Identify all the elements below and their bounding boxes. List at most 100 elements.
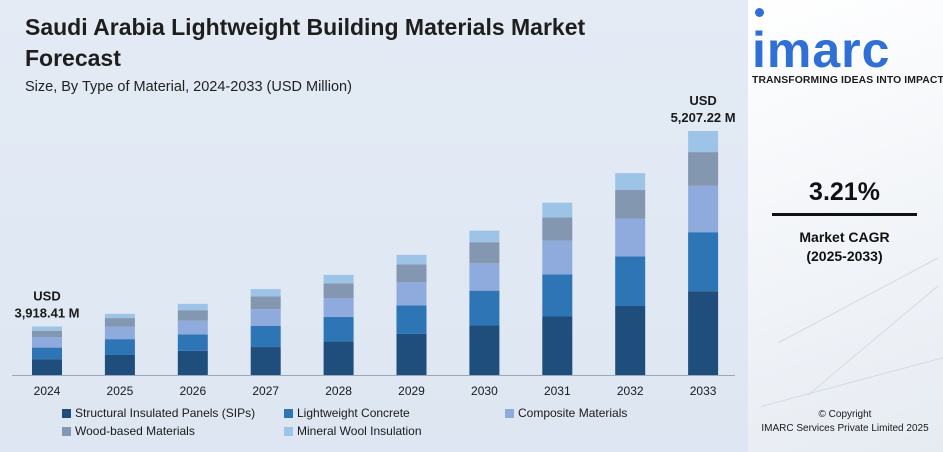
bar-segment-2025-s3 xyxy=(104,326,135,340)
bar-segment-2033-s1 xyxy=(688,291,719,375)
bar-segment-2026-s3 xyxy=(177,320,208,335)
bar-segment-2028-s3 xyxy=(323,298,354,318)
bar-segment-2027-s3 xyxy=(250,309,281,326)
bar-segment-2029-s2 xyxy=(396,305,427,334)
bar-segment-2030-s4 xyxy=(469,242,500,264)
bar-segment-2031-s2 xyxy=(542,274,573,317)
chart-title: Saudi Arabia Lightweight Building Materi… xyxy=(25,14,586,71)
legend-label: Wood-based Materials xyxy=(75,424,195,438)
bar-segment-2025-s5 xyxy=(104,313,135,319)
bar-segment-2027-s4 xyxy=(250,296,281,310)
end-value-label: 5,207.22 M xyxy=(671,110,736,125)
bar-segment-2028-s1 xyxy=(323,341,354,375)
bar-segment-2026-s5 xyxy=(177,303,208,311)
bar-segment-2032-s1 xyxy=(615,305,646,375)
bar-segment-2024-s3 xyxy=(32,337,62,348)
x-tick-label: 2031 xyxy=(544,384,571,398)
bar-segment-2025-s1 xyxy=(104,354,135,375)
legend-swatch xyxy=(505,408,514,418)
bar-segment-2024-s5 xyxy=(32,326,62,331)
logo-tagline: TRANSFORMING IDEAS INTO IMPACT xyxy=(752,75,943,86)
bar-segment-2030-s3 xyxy=(469,263,500,291)
chart-subtitle: Size, By Type of Material, 2024-2033 (US… xyxy=(25,79,352,95)
bar-segment-2029-s4 xyxy=(396,264,427,283)
copyright-notice: © Copyright IMARC Services Private Limit… xyxy=(752,408,938,436)
bar-segment-2031-s1 xyxy=(542,316,573,375)
x-tick-label: 2028 xyxy=(325,384,352,398)
imarc-logo: imarc TRANSFORMING IDEAS INTO IMPACT xyxy=(752,22,943,86)
bar-segment-2028-s2 xyxy=(323,317,354,342)
bar-segment-2031-s5 xyxy=(542,202,573,218)
bar-group xyxy=(32,131,719,375)
cagr-label: Market CAGR (2025-2033) xyxy=(772,228,917,266)
cagr-divider xyxy=(772,213,917,216)
x-tick-label: 2024 xyxy=(34,384,61,398)
bar-segment-2029-s1 xyxy=(396,333,427,375)
bar-segment-2033-s5 xyxy=(688,131,719,153)
bar-segment-2033-s3 xyxy=(688,185,719,233)
brand-panel xyxy=(748,0,943,452)
start-value-label: 3,918.41 M xyxy=(14,306,79,321)
legend-swatch xyxy=(284,426,293,436)
bar-segment-2026-s1 xyxy=(177,350,208,375)
legend-item: Lightweight Concrete xyxy=(284,406,410,420)
legend-swatch xyxy=(62,408,71,418)
legend-item: Structural Insulated Panels (SIPs) xyxy=(62,406,255,420)
bar-segment-2033-s4 xyxy=(688,152,719,186)
bar-segment-2028-s5 xyxy=(323,274,354,284)
legend-label: Structural Insulated Panels (SIPs) xyxy=(75,406,256,420)
bar-segment-2025-s2 xyxy=(104,339,135,355)
decorative-line xyxy=(807,285,939,396)
legend-label: Mineral Wool Insulation xyxy=(297,424,422,438)
bar-segment-2033-s2 xyxy=(688,232,719,292)
copyright-line2: IMARC Services Private Limited 2025 xyxy=(761,423,929,434)
bar-segment-2024-s1 xyxy=(32,359,62,375)
cagr-label-line2: (2025-2033) xyxy=(806,248,883,264)
bar-segment-2026-s4 xyxy=(177,310,208,321)
bar-segment-2027-s5 xyxy=(250,289,281,297)
x-tick-label: 2033 xyxy=(690,384,717,398)
x-tick-label: 2030 xyxy=(471,384,498,398)
x-tick-label: 2026 xyxy=(179,384,206,398)
bar-segment-2027-s1 xyxy=(250,347,281,375)
end-value-label-currency: USD xyxy=(689,93,716,108)
bar-segment-2032-s3 xyxy=(615,218,646,257)
bar-segment-2031-s3 xyxy=(542,240,573,275)
bar-segment-2030-s5 xyxy=(469,230,500,243)
x-tick-label: 2029 xyxy=(398,384,425,398)
bar-segment-2032-s4 xyxy=(615,190,646,219)
bar-segment-2029-s5 xyxy=(396,254,427,265)
bar-segment-2032-s2 xyxy=(615,256,646,306)
bar-segment-2030-s1 xyxy=(469,325,500,375)
decorative-line xyxy=(761,354,943,407)
legend-swatch xyxy=(62,426,71,436)
bar-segment-2028-s4 xyxy=(323,283,354,299)
cagr-value: 3.21% xyxy=(809,178,880,206)
logo-wordmark: imarc xyxy=(752,22,891,78)
copyright-line1: © Copyright xyxy=(818,409,872,420)
bar-segment-2024-s4 xyxy=(32,330,62,338)
bar-segment-2027-s2 xyxy=(250,325,281,348)
start-value-label-currency: USD xyxy=(33,289,60,304)
legend-label: Composite Materials xyxy=(518,406,628,420)
bar-segment-2032-s5 xyxy=(615,173,646,191)
x-tick-label: 2025 xyxy=(107,384,134,398)
x-tick-label: 2032 xyxy=(617,384,644,398)
bar-segment-2029-s3 xyxy=(396,282,427,306)
bar-segment-2030-s2 xyxy=(469,290,500,326)
cagr-label-line1: Market CAGR xyxy=(799,229,890,245)
x-tick-labels: 2024 2025 2026 2027 2028 2029 2030 2031 2032 2033 xyxy=(34,384,717,398)
decorative-line xyxy=(778,257,938,344)
bar-segment-2024-s2 xyxy=(32,347,62,360)
legend-item: Mineral Wool Insulation xyxy=(284,424,422,438)
stacked-bar-chart: 2024 2025 2026 2027 2028 2029 2030 2031 2032 2033… xyxy=(12,93,736,398)
legend-item: Wood-based Materials xyxy=(62,424,195,438)
bar-segment-2026-s2 xyxy=(177,334,208,351)
legend-label: Lightweight Concrete xyxy=(297,406,410,420)
bar-segment-2025-s4 xyxy=(104,318,135,327)
logo-dot xyxy=(755,8,764,17)
bar-segment-2031-s4 xyxy=(542,217,573,241)
legend-item: Composite Materials xyxy=(505,406,627,420)
x-tick-label: 2027 xyxy=(252,384,279,398)
legend-swatch xyxy=(284,408,293,418)
